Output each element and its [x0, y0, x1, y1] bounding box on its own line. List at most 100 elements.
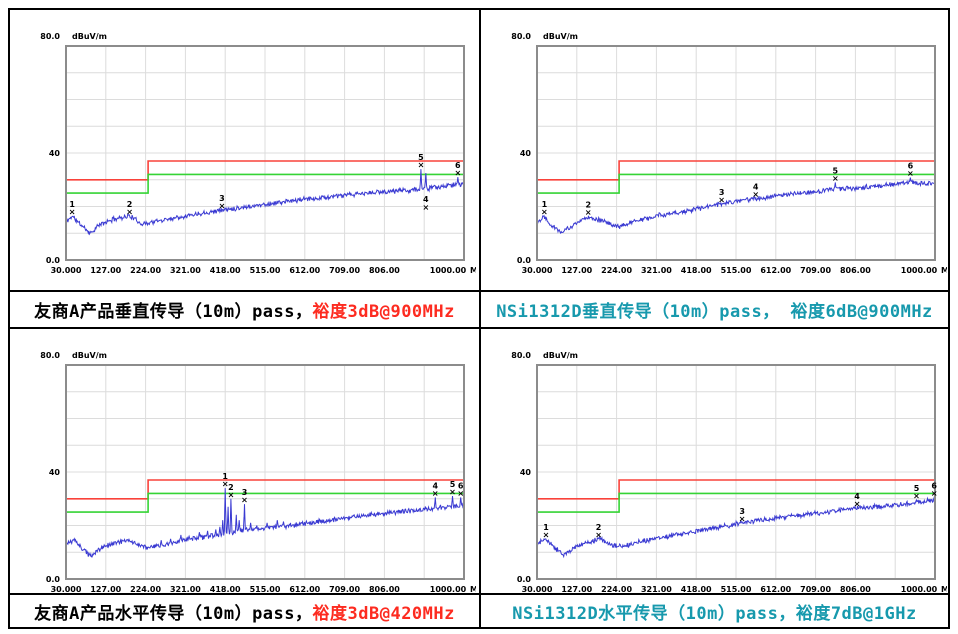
- svg-text:1: 1: [543, 523, 549, 532]
- svg-text:3: 3: [739, 507, 745, 516]
- svg-text:1000.00: 1000.00: [901, 585, 938, 593]
- svg-text:5: 5: [914, 484, 920, 493]
- svg-text:3: 3: [242, 488, 248, 497]
- svg-text:321.00: 321.00: [170, 585, 201, 593]
- svg-text:dBuV/m: dBuV/m: [72, 32, 107, 41]
- svg-text:×: ×: [457, 489, 464, 498]
- svg-text:×: ×: [228, 490, 235, 499]
- svg-text:0.0: 0.0: [46, 575, 61, 584]
- svg-text:0.0: 0.0: [46, 256, 61, 265]
- svg-text:224.00: 224.00: [130, 585, 161, 593]
- svg-text:418.00: 418.00: [681, 585, 712, 593]
- svg-text:709.00: 709.00: [329, 585, 360, 593]
- chart-cell-top-right: 1 × 2 × 3 × 4 × 5 × 6 × 80.0 dBuV/m 40 0.0 30.000 127.00 2…: [479, 10, 948, 290]
- svg-text:×: ×: [222, 480, 229, 489]
- svg-text:3: 3: [219, 194, 225, 203]
- svg-text:612.00: 612.00: [289, 266, 320, 275]
- svg-text:1: 1: [542, 200, 548, 209]
- svg-text:612.00: 612.00: [760, 585, 791, 593]
- svg-text:40: 40: [49, 468, 61, 477]
- svg-text:×: ×: [543, 530, 550, 539]
- caption-text-teal: NSi1312D垂直传导（10m）pass， 裕度6dB@900MHz: [496, 302, 933, 322]
- caption-cell-top-right: NSi1312D垂直传导（10m）pass， 裕度6dB@900MHz: [479, 290, 948, 329]
- svg-text:40: 40: [49, 149, 61, 158]
- svg-text:30.000: 30.000: [522, 266, 553, 275]
- svg-text:6: 6: [908, 162, 914, 171]
- svg-text:2: 2: [127, 200, 133, 209]
- caption-text-black: 友商A产品水平传导（10m）pass，: [34, 603, 313, 624]
- svg-text:×: ×: [752, 190, 759, 199]
- svg-text:40: 40: [520, 468, 532, 477]
- svg-text:dBuV/m: dBuV/m: [72, 351, 107, 360]
- svg-text:dBuV/m: dBuV/m: [543, 351, 578, 360]
- svg-text:806.00: 806.00: [369, 585, 400, 593]
- svg-text:×: ×: [219, 201, 226, 210]
- svg-text:612.00: 612.00: [289, 585, 320, 593]
- svg-text:612.00: 612.00: [760, 266, 791, 275]
- svg-text:×: ×: [907, 169, 914, 178]
- svg-text:×: ×: [541, 207, 548, 216]
- svg-text:515.00: 515.00: [250, 266, 281, 275]
- caption-text-margin-red: 裕度3dB@900MHz: [312, 302, 455, 322]
- svg-text:418.00: 418.00: [210, 266, 241, 275]
- svg-text:dBuV/m: dBuV/m: [543, 32, 578, 41]
- svg-text:×: ×: [718, 195, 725, 204]
- svg-text:×: ×: [739, 514, 746, 523]
- emc-chart-competitor-vertical: 1 × 2 × 3 × 4 × 5 × 6 × 80.0 dBuV/m 40 0.0 30.000 127.00 2…: [32, 16, 479, 286]
- svg-text:80.0: 80.0: [40, 351, 60, 360]
- svg-text:4: 4: [854, 492, 860, 501]
- svg-text:806.00: 806.00: [840, 585, 871, 593]
- svg-text:709.00: 709.00: [800, 585, 831, 593]
- svg-text:321.00: 321.00: [641, 266, 672, 275]
- svg-text:30.000: 30.000: [522, 585, 553, 593]
- svg-text:×: ×: [69, 207, 76, 216]
- svg-text:×: ×: [931, 489, 938, 498]
- svg-text:515.00: 515.00: [250, 585, 281, 593]
- svg-text:5: 5: [418, 153, 424, 162]
- svg-text:2: 2: [596, 523, 602, 532]
- svg-text:×: ×: [854, 500, 861, 509]
- svg-text:MHz: MHz: [941, 266, 947, 275]
- caption-cell-bottom-left: 友商A产品水平传导（10m）pass，裕度3dB@420MHz: [10, 593, 479, 627]
- svg-text:418.00: 418.00: [681, 266, 712, 275]
- svg-text:224.00: 224.00: [601, 266, 632, 275]
- svg-text:80.0: 80.0: [511, 32, 531, 41]
- emc-chart-nsi1312d-horizontal: 1 × 2 × 3 × 4 × 5 × 6 × 80.0 dBuV/m 40 0.0 30.000 127.00 2…: [503, 335, 948, 593]
- svg-text:321.00: 321.00: [170, 266, 201, 275]
- caption-nsi1312d-vertical: NSi1312D垂直传导（10m）pass， 裕度6dB@900MHz: [496, 297, 933, 322]
- svg-text:MHz: MHz: [470, 585, 476, 593]
- caption-text-black: 友商A产品垂直传导（10m）pass，: [34, 302, 313, 322]
- caption-text-teal: NSi1312D水平传导（10m）pass，裕度7dB@1GHz: [512, 603, 917, 624]
- svg-text:709.00: 709.00: [329, 266, 360, 275]
- svg-text:40: 40: [520, 149, 532, 158]
- svg-text:×: ×: [418, 161, 425, 170]
- svg-text:1000.00: 1000.00: [430, 266, 467, 275]
- caption-competitor-vertical: 友商A产品垂直传导（10m）pass，裕度3dB@900MHz: [34, 297, 455, 322]
- svg-text:224.00: 224.00: [130, 266, 161, 275]
- svg-text:5: 5: [833, 166, 839, 175]
- svg-text:MHz: MHz: [470, 266, 476, 275]
- svg-text:×: ×: [832, 174, 839, 183]
- svg-text:3: 3: [719, 188, 725, 197]
- svg-text:6: 6: [931, 481, 937, 490]
- comparison-table: 1 × 2 × 3 × 4 × 5 × 6 × 80.0 dBuV/m 40 0.0 30.000 127.00 2…: [8, 8, 950, 629]
- svg-text:709.00: 709.00: [800, 266, 831, 275]
- svg-text:4: 4: [432, 481, 438, 490]
- svg-text:2: 2: [228, 483, 234, 492]
- svg-text:2: 2: [585, 200, 591, 209]
- svg-text:1: 1: [222, 472, 228, 481]
- caption-competitor-horizontal: 友商A产品水平传导（10m）pass，裕度3dB@420MHz: [34, 599, 455, 624]
- svg-text:806.00: 806.00: [840, 266, 871, 275]
- svg-text:×: ×: [432, 489, 439, 498]
- svg-text:×: ×: [913, 492, 920, 501]
- svg-text:×: ×: [454, 169, 461, 178]
- caption-cell-top-left: 友商A产品垂直传导（10m）pass，裕度3dB@900MHz: [10, 290, 479, 329]
- svg-text:418.00: 418.00: [210, 585, 241, 593]
- svg-text:0.0: 0.0: [517, 256, 532, 265]
- svg-text:127.00: 127.00: [90, 266, 121, 275]
- svg-text:1: 1: [69, 200, 75, 209]
- svg-text:515.00: 515.00: [721, 585, 752, 593]
- svg-text:1000.00: 1000.00: [430, 585, 467, 593]
- svg-text:6: 6: [458, 481, 464, 490]
- svg-text:4: 4: [423, 195, 429, 204]
